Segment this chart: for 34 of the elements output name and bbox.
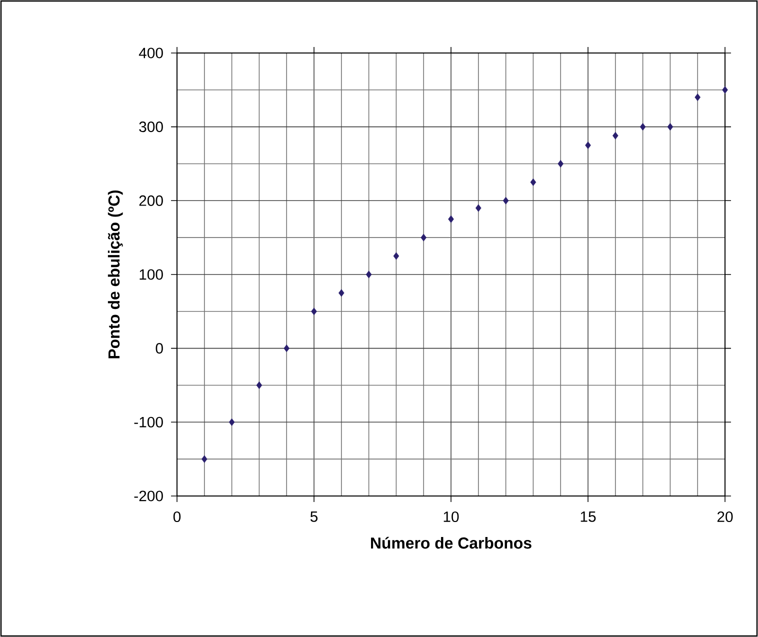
point (558, 160, 564, 168)
point (667, 123, 674, 131)
point (502, 196, 509, 204)
point (530, 178, 536, 186)
x-axis-title: Número de Carbonos (371, 536, 532, 549)
point (366, 270, 372, 278)
point (585, 141, 591, 150)
point (640, 123, 646, 131)
x-tick-label: 0 (173, 511, 181, 522)
y-tick-label: -200 (134, 490, 163, 502)
y-tick-label: 100 (140, 269, 163, 280)
y-tick-label: 400 (138, 48, 163, 58)
point (393, 252, 400, 260)
y-tick-label: -100 (134, 416, 163, 428)
point (448, 215, 454, 223)
point (694, 94, 700, 102)
point (202, 455, 208, 463)
point (228, 418, 235, 426)
point (338, 289, 344, 297)
point (256, 381, 262, 390)
point (612, 132, 618, 140)
x-tick-label: 5 (310, 511, 318, 522)
y-tick-label: 0 (156, 343, 163, 354)
y-axis-title: Ponto de ebulição (ºC) (108, 190, 123, 358)
x-tick-label: 15 (580, 511, 596, 522)
x-tick-label: 10 (444, 511, 459, 522)
point (284, 344, 290, 352)
y-tick-label: 200 (139, 195, 163, 206)
point (722, 86, 728, 94)
x-tick-label: 20 (717, 511, 733, 522)
point (420, 234, 426, 242)
point (311, 308, 317, 316)
point (476, 204, 482, 212)
y-tick-label: 300 (139, 122, 163, 132)
